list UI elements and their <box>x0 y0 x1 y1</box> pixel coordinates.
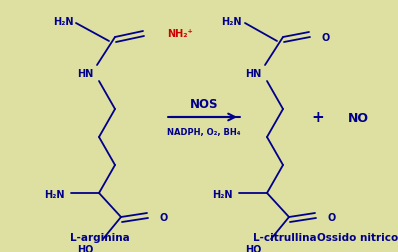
Text: HO: HO <box>245 244 261 252</box>
Text: H₂N: H₂N <box>222 17 242 27</box>
Text: Ossido nitrico: Ossido nitrico <box>317 232 398 242</box>
Text: O: O <box>321 33 329 43</box>
Text: L-citrullina: L-citrullina <box>253 232 317 242</box>
Text: HN: HN <box>245 69 261 79</box>
Text: L-arginina: L-arginina <box>70 232 130 242</box>
Text: O: O <box>327 212 335 222</box>
Text: HO: HO <box>77 244 93 252</box>
Text: NADPH, O₂, BH₄: NADPH, O₂, BH₄ <box>167 127 241 136</box>
Text: H₂N: H₂N <box>53 17 74 27</box>
Text: +: + <box>312 110 324 125</box>
Text: H₂N: H₂N <box>213 189 233 199</box>
Text: NOS: NOS <box>190 97 218 110</box>
Text: HN: HN <box>77 69 93 79</box>
Text: NH₂⁺: NH₂⁺ <box>167 29 193 39</box>
Text: O: O <box>159 212 167 222</box>
Text: NO: NO <box>347 111 369 124</box>
Text: H₂N: H₂N <box>45 189 65 199</box>
